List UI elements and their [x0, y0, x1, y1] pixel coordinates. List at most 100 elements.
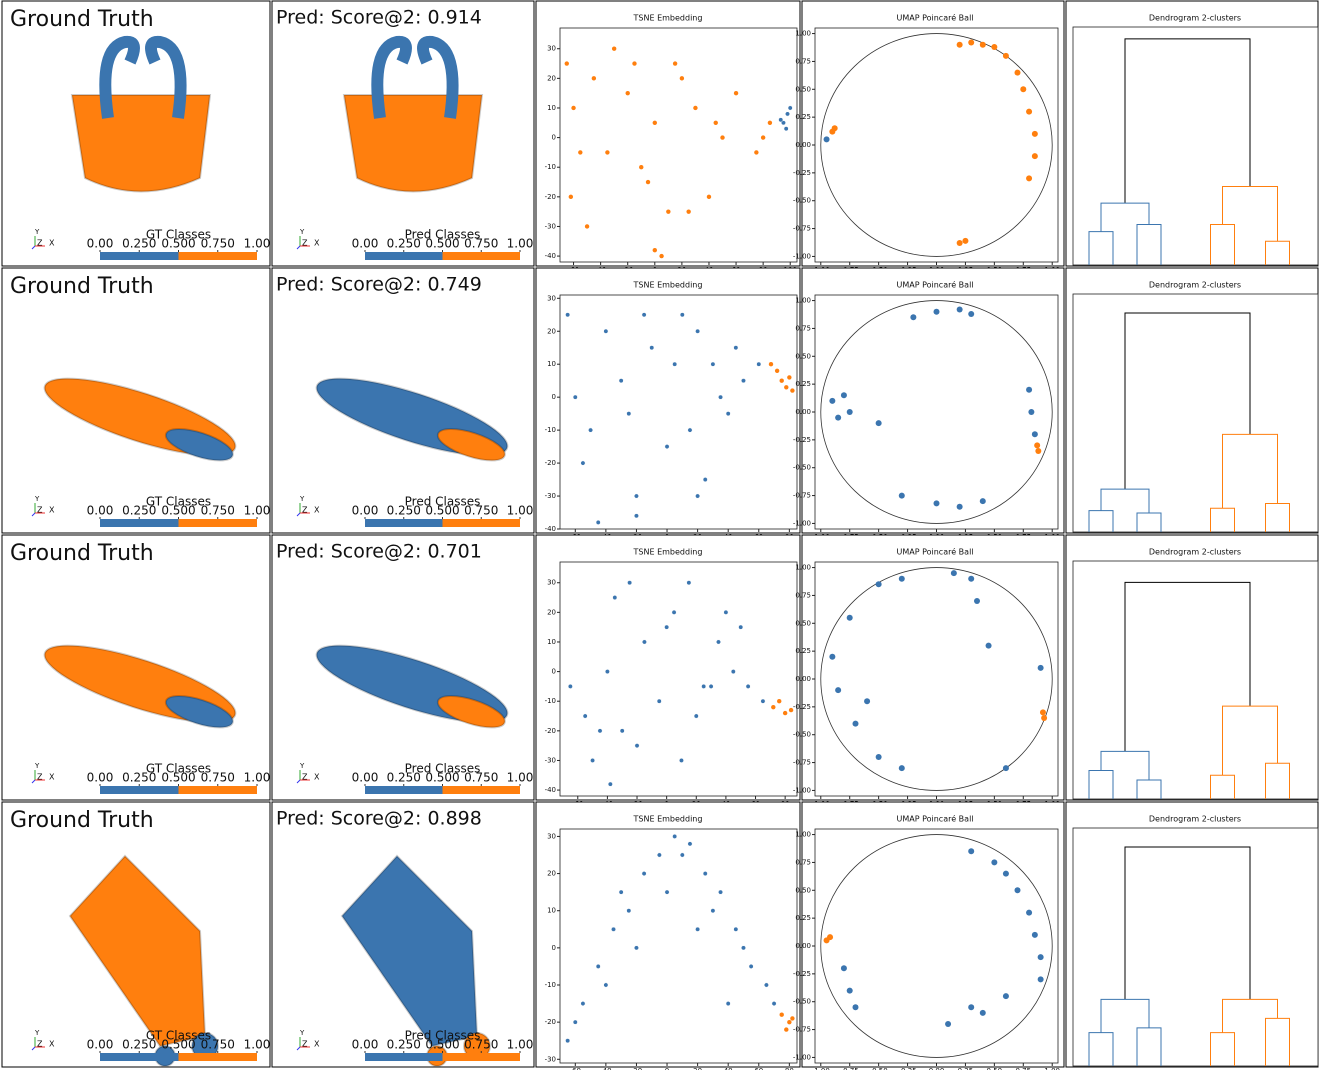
scatter-point: [733, 90, 739, 96]
scatter-point: [572, 394, 578, 400]
plot-frame: [814, 561, 1059, 797]
plot-title: Dendrogram 2-clusters: [1149, 281, 1241, 290]
scatter-point: [627, 580, 633, 586]
scatter-point: [829, 397, 836, 404]
scatter-point: [679, 758, 684, 763]
x-tick-label: -0.75: [841, 1067, 859, 1070]
scatter-point: [702, 477, 708, 483]
scatter-point: [846, 614, 853, 621]
y-tick-label: 0.75: [795, 858, 811, 866]
point-cloud: [436, 427, 506, 462]
colorbar-segment: [365, 1053, 443, 1061]
scatter-point: [618, 378, 624, 384]
scatter-point: [1037, 976, 1044, 983]
y-tick-label: 10: [547, 360, 556, 368]
colorbar-tick-label: 0.250: [387, 237, 421, 251]
dendrogram-link: [1222, 433, 1278, 509]
scatter-point: [898, 575, 905, 582]
scatter-point: [968, 1004, 975, 1011]
y-tick-label: -0.25: [793, 970, 811, 978]
colorbar-tick-label: 0.750: [464, 771, 498, 785]
pred-title: Pred: Score@2: 0.914: [276, 7, 482, 29]
scatter-point: [1041, 715, 1048, 721]
dendrogram-link: [1136, 1027, 1162, 1066]
plot-frame: [559, 27, 798, 263]
scatter-point: [756, 361, 762, 367]
point-cloud: [68, 854, 207, 1048]
x-tick-label: 60: [754, 1067, 763, 1070]
colorbar-label: GT Classes: [146, 762, 211, 776]
triad-label: Y: [299, 762, 305, 770]
y-tick-label: -20: [545, 727, 556, 735]
poincare-boundary: [820, 300, 1053, 524]
scatter-point: [779, 1012, 784, 1017]
poincare-boundary: [820, 567, 1053, 791]
scatter-point: [687, 841, 693, 847]
y-tick-label: -0.50: [793, 731, 811, 739]
triad-label: X: [314, 506, 320, 515]
colorbar-tick-label: 1.00: [244, 237, 271, 251]
scatter-point: [1026, 909, 1033, 916]
colorbar-tick-label: 1.00: [507, 771, 534, 785]
scatter-point: [1014, 887, 1021, 894]
scatter-point: [1031, 431, 1038, 438]
scatter-point: [679, 852, 685, 858]
scatter-point: [933, 500, 940, 507]
scatter-point: [716, 639, 721, 645]
y-tick-label: -30: [545, 492, 556, 500]
scatter-point: [708, 683, 714, 689]
scatter-point: [950, 570, 957, 577]
colorbar-segment: [178, 519, 257, 527]
dendrogram-link: [1265, 1017, 1290, 1066]
colorbar-segment: [100, 786, 179, 794]
colorbar-tick-label: 0.00: [352, 237, 379, 251]
scatter-point: [777, 699, 782, 704]
scatter-point: [618, 889, 624, 895]
scatter-point: [634, 493, 639, 499]
scatter-point: [835, 414, 842, 421]
triad-label: Z: [37, 239, 43, 248]
dendrogram-link: [1088, 1032, 1114, 1066]
y-tick-label: 0.75: [795, 57, 811, 65]
scatter-point: [991, 43, 998, 50]
scatter-point: [768, 362, 774, 367]
colorbar-segment: [442, 786, 520, 794]
scatter-point: [991, 859, 998, 866]
scatter-point: [567, 683, 573, 689]
y-tick-label: 30: [547, 294, 556, 302]
plot-frame: [1072, 26, 1319, 266]
dendrogram-link: [1088, 231, 1114, 265]
poincare-boundary: [820, 834, 1053, 1058]
y-tick-label: -10: [545, 981, 556, 989]
scatter-point: [656, 852, 662, 858]
y-tick-label: -10: [545, 163, 556, 171]
colorbar-segment: [178, 1053, 257, 1061]
colorbar-tick-label: 0.250: [122, 771, 156, 785]
scatter-point: [634, 513, 639, 519]
colorbar-segment: [365, 252, 443, 260]
y-tick-label: 0: [552, 944, 556, 952]
scatter-point: [664, 444, 670, 450]
pred-title: Pred: Score@2: 0.701: [276, 541, 482, 563]
scatter-point: [645, 179, 651, 185]
scatter-point: [985, 642, 992, 649]
plot-frame: [559, 561, 798, 797]
colorbar-tick-label: 0.00: [352, 504, 379, 518]
scatter-point: [852, 1004, 859, 1011]
y-tick-label: -30: [545, 222, 556, 230]
dendrogram-link: [1265, 240, 1290, 265]
colorbar-tick-label: 1.00: [244, 504, 271, 518]
dendrogram-link: [1222, 185, 1278, 242]
scatter-point: [611, 926, 616, 932]
scatter-point: [1035, 448, 1042, 454]
scatter-point: [679, 76, 685, 81]
dendrogram-link: [1136, 224, 1162, 265]
y-tick-label: 30: [547, 579, 556, 587]
y-tick-label: 10: [547, 104, 556, 112]
y-tick-label: -0.50: [793, 197, 811, 205]
y-tick-label: 10: [547, 638, 556, 646]
point-cloud: [340, 854, 479, 1048]
triad-label: Y: [299, 495, 305, 503]
dendrogram-link: [1222, 705, 1278, 776]
point-cloud: [371, 35, 412, 119]
